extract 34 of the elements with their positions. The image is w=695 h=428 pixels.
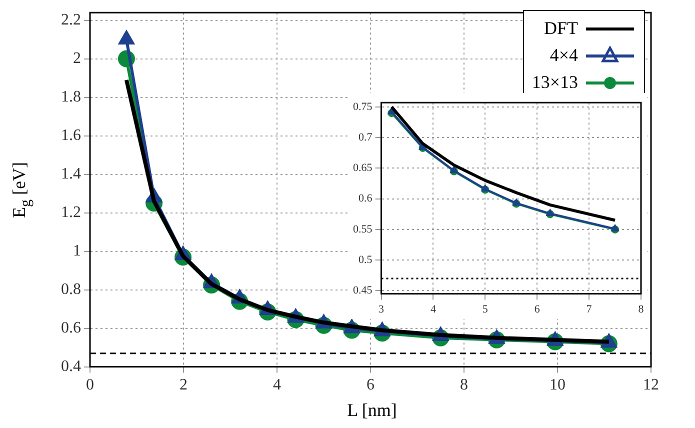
legend-label: DFT <box>544 18 578 39</box>
x-tick-label: 8 <box>460 376 468 394</box>
y-tick-label: 0.6 <box>358 192 373 205</box>
x-tick-label: 4 <box>273 376 281 394</box>
y-tick-label: 1.4 <box>61 166 81 183</box>
y-tick-label: 0.75 <box>353 100 373 113</box>
y-tick-label: 0.4 <box>61 358 81 376</box>
y-tick-label: 0.5 <box>358 254 373 266</box>
y-tick-label: 0.55 <box>353 223 373 236</box>
x-tick-label: 2 <box>180 376 188 394</box>
x-axis-title: L [nm] <box>347 400 397 421</box>
x-tick-label: 6 <box>366 376 374 394</box>
y-tick-label: 1.2 <box>61 204 81 222</box>
y-tick-label: 2.2 <box>61 12 81 29</box>
y-tick-label: 0.6 <box>61 320 81 337</box>
y-tick-label: 0.45 <box>353 284 373 297</box>
x-tick-label: 0 <box>86 376 94 394</box>
y-tick-label: 0.65 <box>353 162 373 174</box>
legend-label: 4×4 <box>550 45 578 66</box>
x-tick-label: 4 <box>430 303 436 316</box>
x-tick-label: 8 <box>638 303 644 316</box>
y-tick-label: 1 <box>73 242 81 260</box>
y-tick-label: 1.6 <box>61 127 81 144</box>
y-tick-label: 1.8 <box>61 88 81 106</box>
y-tick-label: 0.8 <box>61 281 81 298</box>
x-tick-label: 7 <box>586 303 592 316</box>
y-tick-label: 2 <box>73 50 81 68</box>
x-tick-label: 5 <box>482 303 488 316</box>
legend-label: 13×13 <box>532 72 578 93</box>
x-tick-label: 12 <box>643 376 659 394</box>
x-tick-label: 10 <box>550 376 566 394</box>
y-tick-label: 0.7 <box>358 131 373 144</box>
x-tick-label: 6 <box>534 303 540 316</box>
x-tick-label: 3 <box>378 303 384 316</box>
